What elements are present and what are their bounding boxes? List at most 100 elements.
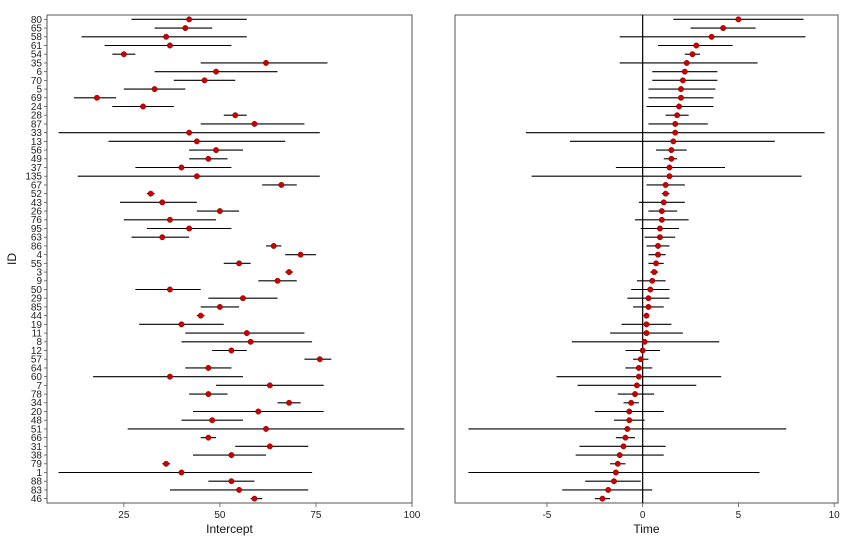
estimate-point-id-50 [647, 286, 654, 293]
id-tick-label: 31 [31, 442, 43, 453]
id-tick-label: 12 [31, 346, 43, 357]
estimate-point-id-6 [681, 68, 688, 75]
id-tick-label: 85 [31, 302, 43, 313]
estimate-point-id-12 [639, 347, 646, 354]
estimate-point-id-61 [166, 42, 173, 49]
estimate-point-id-19 [178, 321, 185, 328]
estimate-point-id-1 [612, 469, 619, 476]
estimate-point-id-51 [624, 425, 631, 432]
estimate-point-id-78 [632, 391, 638, 398]
estimate-point-id-88 [610, 478, 617, 485]
estimate-point-id-57 [316, 356, 323, 363]
intercept-interval-bars [58, 18, 405, 500]
id-tick-label: 69 [31, 93, 43, 104]
estimate-point-id-9 [274, 277, 281, 284]
id-axis-label: ID [5, 253, 19, 265]
id-tick-label: 24 [31, 102, 43, 113]
id-tick-label: 54 [31, 50, 43, 61]
estimate-point-id-95 [186, 225, 193, 232]
estimate-point-id-50 [166, 286, 173, 293]
estimate-point-id-64 [635, 364, 642, 371]
id-tick-label: 33 [31, 128, 43, 139]
x-tick-label: 0 [640, 510, 646, 521]
estimate-point-id-135 [193, 173, 200, 180]
intercept-tick-labels: 25 50 75 100 [118, 503, 421, 521]
estimate-point-id-85 [645, 303, 652, 310]
estimate-point-id-24 [676, 103, 683, 110]
id-tick-label: 58 [31, 32, 43, 43]
estimate-point-id-5 [151, 86, 158, 93]
time-interval-bars [468, 18, 825, 500]
estimate-point-id-70 [679, 77, 686, 84]
estimate-point-id-38 [616, 452, 623, 459]
id-tick-label: 29 [31, 294, 43, 305]
estimate-point-id-31 [266, 443, 273, 450]
id-tick-label: 13 [31, 137, 43, 148]
estimate-point-id-8 [247, 338, 254, 345]
estimate-point-id-48 [209, 417, 216, 424]
estimate-point-id-37 [178, 164, 185, 171]
id-tick-label: 7 [36, 381, 42, 392]
id-tick-label: 11 [32, 328, 43, 339]
estimate-point-id-76 [658, 216, 665, 223]
estimate-point-id-12 [228, 347, 235, 354]
estimate-point-id-37 [666, 164, 673, 171]
id-tick-label: 37 [31, 163, 43, 174]
estimate-point-id-8 [641, 338, 648, 345]
estimate-point-id-4 [655, 251, 661, 258]
id-tick-label: 87 [31, 119, 43, 130]
estimate-point-id-70 [201, 77, 208, 84]
estimate-point-id-66 [622, 434, 629, 441]
estimate-point-id-43 [660, 199, 667, 206]
estimate-point-id-20 [255, 408, 262, 415]
id-tick-label: 6 [36, 67, 42, 78]
estimate-point-id-4 [297, 251, 304, 258]
estimate-point-id-58 [163, 33, 170, 40]
id-tick-label: 28 [31, 111, 43, 122]
id-tick-label: 63 [31, 233, 43, 244]
estimate-point-id-6 [213, 68, 220, 75]
estimate-point-id-56 [213, 147, 220, 154]
estimate-point-id-35 [683, 59, 690, 66]
id-tick-label: 9 [36, 276, 42, 287]
id-tick-label: 86 [31, 241, 43, 252]
id-tick-label: 20 [31, 407, 43, 418]
estimate-point-id-88 [228, 478, 235, 485]
id-tick-labels: 8065586154356705692428873313564937135675… [25, 15, 47, 505]
estimate-point-id-9 [649, 277, 656, 284]
id-tick-label: 19 [31, 320, 43, 331]
estimate-point-id-87 [251, 120, 258, 127]
estimate-point-id-78 [205, 391, 212, 398]
intercept-panel-frame [46, 14, 413, 504]
x-tick-label: -5 [542, 510, 551, 521]
estimate-point-id-33 [672, 129, 679, 136]
id-tick-label: 46 [31, 494, 43, 505]
estimate-point-id-64 [205, 364, 212, 371]
estimate-point-id-79 [163, 460, 170, 467]
estimate-point-id-135 [666, 173, 673, 180]
id-tick-label: 88 [31, 477, 43, 488]
estimate-point-id-67 [278, 181, 285, 188]
estimate-point-id-65 [720, 25, 727, 32]
estimate-point-id-54 [689, 51, 696, 58]
estimate-point-id-43 [159, 199, 166, 206]
estimate-point-id-13 [670, 138, 677, 145]
estimate-point-id-29 [239, 295, 246, 302]
id-tick-label: 49 [31, 154, 43, 165]
estimate-point-id-83 [605, 486, 612, 493]
estimate-point-id-55 [653, 260, 660, 267]
estimate-point-id-5 [678, 86, 684, 93]
id-tick-label: 44 [31, 311, 43, 322]
estimate-point-id-55 [236, 260, 243, 267]
x-tick-label: 5 [736, 510, 742, 521]
estimate-point-id-63 [159, 234, 166, 241]
estimate-point-id-48 [626, 417, 633, 424]
estimate-point-id-49 [668, 155, 675, 162]
id-tick-label: 1 [36, 468, 42, 479]
estimate-point-id-60 [166, 373, 173, 380]
x-tick-label: 10 [829, 510, 841, 521]
estimate-point-id-54 [120, 51, 127, 58]
estimate-point-id-11 [243, 330, 250, 337]
estimate-point-id-7 [633, 382, 640, 389]
id-tick-label: 26 [31, 206, 43, 217]
